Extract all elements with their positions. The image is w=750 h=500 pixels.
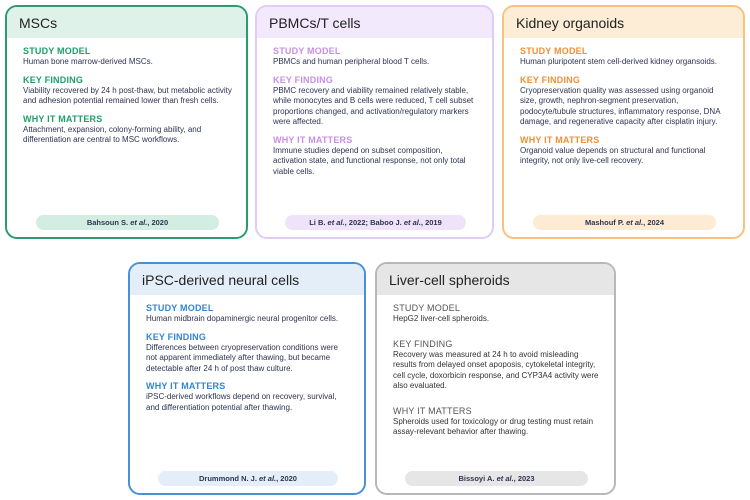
citation-part: et al. [403, 218, 421, 227]
card: PBMCs/T cells STUDY MODEL PBMCs and human … [255, 5, 494, 239]
section: WHY IT MATTERS Spheroids used for toxicol… [393, 406, 600, 438]
card: iPSC-derived neural cells STUDY MODEL Huma… [128, 262, 366, 495]
section-text: Attachment, expansion, colony-forming ab… [23, 124, 202, 145]
section-heading: STUDY MODEL [393, 303, 461, 313]
section-heading: STUDY MODEL [520, 46, 588, 56]
citation-part: et al. [130, 218, 148, 227]
section-heading: WHY IT MATTERS [273, 134, 353, 145]
citation-part: et al. [496, 474, 514, 483]
section-text: Cryopreservation quality was assessed us… [520, 85, 721, 127]
citation-part: , 2019 [420, 218, 442, 227]
section-heading: KEY FINDING [146, 331, 207, 342]
section-heading: KEY FINDING [520, 74, 581, 85]
citation: Li B. et al., 2022; Baboo J. et al., 201… [285, 215, 466, 230]
citation-part: , 2022; Baboo J. [344, 218, 404, 227]
section: KEY FINDING Viability recovered by 24 h p… [23, 75, 232, 107]
card: MSCs STUDY MODEL Human bone marrow-derived… [5, 5, 248, 239]
section-heading: STUDY MODEL [146, 303, 214, 313]
section-text: Recovery was measured at 24 h to avoid m… [393, 349, 599, 391]
section: STUDY MODEL Human bone marrow-derived MSC… [23, 46, 232, 68]
section-heading: WHY IT MATTERS [393, 405, 472, 416]
citation-part: , 2020 [147, 218, 169, 227]
section: STUDY MODEL Human midbrain dopaminergic n… [146, 303, 350, 325]
citation: Drummond N. J. et al., 2020 [158, 471, 338, 486]
section: KEY FINDING Differences between cryoprese… [146, 332, 350, 375]
section: WHY IT MATTERS Attachment, expansion, col… [23, 114, 232, 146]
card-body: STUDY MODEL Human pluripotent stem cell-d… [504, 38, 743, 237]
section-text: PBMC recovery and viability remained rel… [273, 85, 474, 127]
section-heading: STUDY MODEL [23, 46, 91, 56]
section-text: Human midbrain dopaminergic neural proge… [146, 314, 339, 323]
section-text: Human pluripotent stem cell-derived kidn… [520, 57, 717, 66]
card: Kidney organoids STUDY MODEL Human pluripo… [502, 5, 745, 239]
card-title: Kidney organoids [504, 7, 743, 38]
section: KEY FINDING Recovery was measured at 24 h… [393, 339, 600, 392]
section: STUDY MODEL HepG2 liver-cell spheroids. [393, 303, 600, 325]
citation-part: , 2020 [276, 474, 297, 483]
section: KEY FINDING Cryopreservation quality was … [520, 75, 729, 128]
citation-part: et al. [259, 474, 277, 483]
citation-part: et al. [626, 218, 644, 227]
citation-part: Mashouf P. [584, 218, 627, 227]
section-heading: KEY FINDING [273, 74, 334, 85]
citation: Bissoyi A. et al., 2023 [405, 471, 588, 486]
card-body: STUDY MODEL HepG2 liver-cell spheroids. KE… [377, 295, 614, 493]
section-text: Organoid value depends on structural and… [520, 145, 706, 166]
citation: Mashouf P. et al., 2024 [532, 215, 717, 230]
card: Liver-cell spheroids STUDY MODEL HepG2 liv… [375, 262, 616, 495]
section: STUDY MODEL PBMCs and human peripheral bl… [273, 46, 478, 68]
card-title: Liver-cell spheroids [377, 264, 614, 295]
section-text: Differences between cryopreservation con… [146, 342, 338, 373]
citation-part: , 2023 [513, 474, 535, 483]
section: WHY IT MATTERS Immune studies depend on s… [273, 135, 478, 178]
citation-part: Bissoyi A. [458, 474, 497, 483]
section: WHY IT MATTERS iPSC-derived workflows dep… [146, 381, 350, 413]
section: KEY FINDING PBMC recovery and viability r… [273, 75, 478, 128]
section: STUDY MODEL Human pluripotent stem cell-d… [520, 46, 729, 68]
section-text: iPSC-derived workflows depend on recover… [146, 392, 337, 412]
citation-part: Li B. [309, 218, 328, 227]
section-heading: STUDY MODEL [273, 46, 341, 56]
citation-part: et al. [327, 218, 345, 227]
section-heading: WHY IT MATTERS [23, 113, 103, 124]
section: WHY IT MATTERS Organoid value depends on … [520, 135, 729, 167]
section-heading: KEY FINDING [23, 74, 84, 85]
section-text: Immune studies depend on subset composit… [273, 145, 466, 176]
card-title: PBMCs/T cells [257, 7, 492, 38]
section-text: HepG2 liver-cell spheroids. [393, 314, 490, 323]
citation-part: , 2024 [643, 218, 665, 227]
section-text: Viability recovered by 24 h post-thaw, b… [23, 85, 232, 106]
citation-part: Bahsoun S. [86, 218, 131, 227]
card-body: STUDY MODEL Human midbrain dopaminergic n… [130, 295, 364, 493]
section-text: PBMCs and human peripheral blood T cells… [273, 57, 430, 66]
section-text: Human bone marrow-derived MSCs. [23, 57, 153, 66]
citation: Bahsoun S. et al., 2020 [35, 215, 220, 230]
card-body: STUDY MODEL Human bone marrow-derived MSC… [7, 38, 246, 237]
card-title: MSCs [7, 7, 246, 38]
card-title: iPSC-derived neural cells [130, 264, 364, 295]
section-heading: WHY IT MATTERS [520, 134, 600, 145]
card-body: STUDY MODEL PBMCs and human peripheral bl… [257, 38, 492, 237]
citation-part: Drummond N. J. [199, 474, 260, 483]
section-text: Spheroids used for toxicology or drug te… [393, 416, 594, 437]
section-heading: KEY FINDING [393, 338, 453, 349]
section-heading: WHY IT MATTERS [146, 381, 226, 391]
